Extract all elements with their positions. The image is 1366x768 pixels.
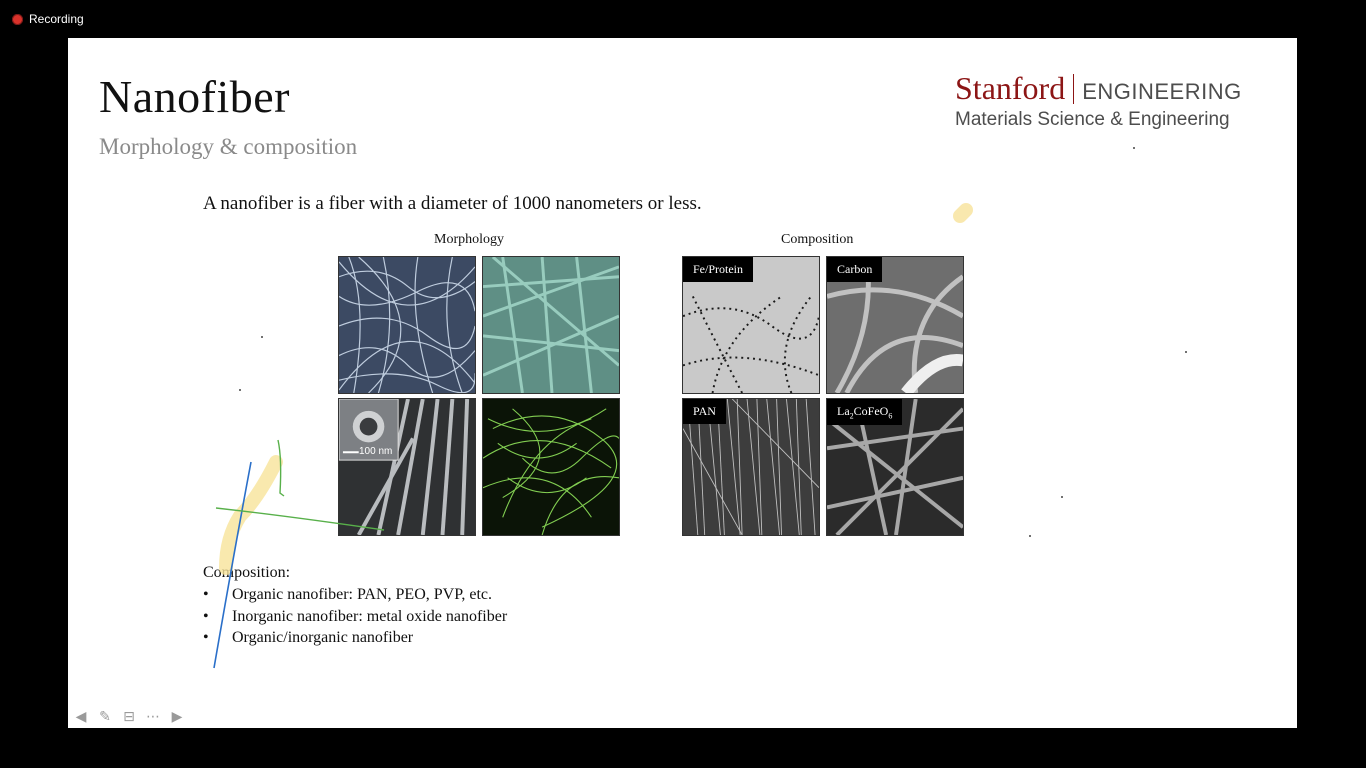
composition-image-la2cofeo6: La2CoFeO6 xyxy=(826,398,964,536)
morphology-image-2 xyxy=(482,256,620,394)
morphology-image-3: 100 nm xyxy=(338,398,476,536)
stray-dot xyxy=(1185,351,1187,353)
bullet-item: Organic/inorganic nanofiber xyxy=(203,629,507,651)
logo-engineering: ENGINEERING xyxy=(1082,78,1242,104)
subtitles-icon[interactable]: ⊟ xyxy=(123,709,135,725)
logo-stanford: Stanford xyxy=(955,70,1066,106)
slide-subtitle: Morphology & composition xyxy=(99,134,358,159)
stray-dot xyxy=(1061,496,1063,498)
composition-label: Composition: xyxy=(203,564,291,581)
tag-fe-protein: Fe/Protein xyxy=(683,257,753,282)
morphology-image-1 xyxy=(338,256,476,394)
yellow-highlight-stroke xyxy=(953,203,973,223)
slideshow-nav-bar: ◀ ✎ ⊟ ⋯ ▶ xyxy=(72,708,186,726)
tag-pan: PAN xyxy=(683,399,726,424)
bullet-item: Organic nanofiber: PAN, PEO, PVP, etc. xyxy=(203,586,507,608)
record-dot-icon xyxy=(12,13,23,25)
logo-department: Materials Science & Engineering xyxy=(955,109,1230,130)
stray-dot xyxy=(239,389,241,391)
more-icon[interactable]: ⋯ xyxy=(146,709,160,725)
stray-dot xyxy=(261,336,263,338)
composition-image-pan: PAN xyxy=(682,398,820,536)
morphology-heading: Morphology xyxy=(434,232,504,247)
recording-indicator: Recording xyxy=(12,12,84,26)
morphology-image-4 xyxy=(482,398,620,536)
slide-title: Nanofiber xyxy=(99,71,290,122)
tag-la2cofeo6: La2CoFeO6 xyxy=(827,399,903,426)
recording-label: Recording xyxy=(29,12,84,26)
intro-text: A nanofiber is a fiber with a diameter o… xyxy=(203,193,702,214)
slide: Nanofiber Morphology & composition Stanf… xyxy=(68,38,1297,728)
arrow-right-icon[interactable]: ▶ xyxy=(171,709,183,725)
bullet-item: Inorganic nanofiber: metal oxide nanofib… xyxy=(203,608,507,630)
stray-dot xyxy=(1133,147,1135,149)
logo-divider xyxy=(1073,73,1075,104)
stray-dot xyxy=(1029,535,1031,537)
scale-bar-label: 100 nm xyxy=(359,446,393,457)
composition-image-carbon: Carbon xyxy=(826,256,964,394)
green-ink-stroke xyxy=(277,439,285,497)
yellow-highlight-stroke xyxy=(219,455,283,575)
pen-icon[interactable]: ✎ xyxy=(99,709,111,725)
composition-heading: Composition xyxy=(781,232,854,247)
composition-bullet-list: Organic nanofiber: PAN, PEO, PVP, etc. I… xyxy=(203,586,507,651)
tag-carbon: Carbon xyxy=(827,257,883,282)
stanford-engineering-logo: Stanford ENGINEERING Materials Science &… xyxy=(955,70,1242,131)
composition-image-fe-protein: Fe/Protein xyxy=(682,256,820,394)
arrow-left-icon[interactable]: ◀ xyxy=(75,709,87,725)
